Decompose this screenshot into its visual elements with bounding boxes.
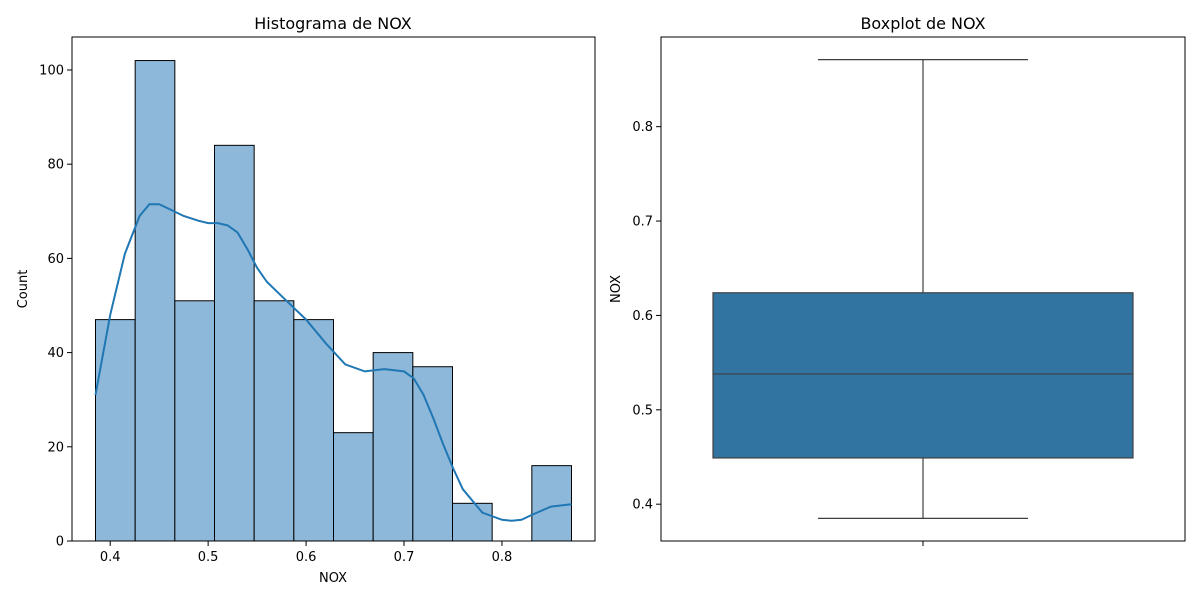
x-tick-label: 0.7 bbox=[394, 550, 415, 565]
y-tick-label: 40 bbox=[47, 346, 64, 361]
y-tick-label: 20 bbox=[47, 440, 64, 455]
kde-line bbox=[94, 203, 572, 522]
y-tick-label: 60 bbox=[47, 252, 64, 267]
histogram-title: Histograma de NOX bbox=[254, 14, 412, 33]
histogram-bar bbox=[214, 144, 255, 542]
histogram-bar bbox=[174, 300, 216, 542]
histogram-bar bbox=[333, 432, 374, 542]
histogram-y-label: Count bbox=[16, 270, 31, 309]
y-tick-label: 0.4 bbox=[632, 498, 653, 513]
x-tick-label: 0.4 bbox=[100, 550, 121, 565]
y-tick-label: 0.5 bbox=[632, 403, 653, 418]
histogram-bar bbox=[412, 366, 453, 542]
histogram-x-ticks: 0.4 0.5 0.6 0.7 0.8 bbox=[100, 541, 512, 565]
histogram-bar bbox=[531, 465, 572, 542]
histogram-bar bbox=[134, 60, 176, 542]
boxplot-y-ticks: 0.4 0.5 0.6 0.7 0.8 bbox=[632, 120, 661, 513]
histogram-bar bbox=[95, 319, 136, 542]
y-tick-label: 0 bbox=[56, 535, 64, 550]
x-tick-label: 0.6 bbox=[296, 550, 317, 565]
boxplot-panel: Boxplot de NOX 0.4 0.5 0.6 0.7 0.8 NOX bbox=[609, 14, 1186, 546]
x-tick-label: 0.5 bbox=[198, 550, 219, 565]
y-tick-label: 80 bbox=[47, 158, 64, 173]
histogram-y-ticks: 0 20 40 60 80 100 bbox=[39, 63, 72, 550]
histogram-bars bbox=[95, 60, 572, 542]
y-tick-label: 0.8 bbox=[632, 120, 653, 135]
histogram-x-label: NOX bbox=[319, 571, 347, 586]
boxplot-title: Boxplot de NOX bbox=[860, 14, 985, 33]
boxplot-marks bbox=[712, 59, 1134, 519]
histogram-bar bbox=[451, 502, 493, 542]
histogram-bar bbox=[253, 300, 295, 542]
y-tick-label: 100 bbox=[39, 63, 64, 78]
y-tick-label: 0.7 bbox=[632, 215, 653, 230]
iqr-box bbox=[712, 292, 1134, 459]
boxplot-y-label: NOX bbox=[609, 275, 624, 303]
histogram-bar bbox=[293, 319, 334, 542]
histogram-frame bbox=[71, 36, 596, 542]
histogram-panel: Histograma de NOX 0.4 0.5 0.6 0.7 0.8 0 20 40 6… bbox=[16, 14, 596, 586]
y-tick-label: 0.6 bbox=[632, 309, 653, 324]
histogram-bar bbox=[372, 352, 414, 542]
x-tick-label: 0.8 bbox=[492, 550, 513, 565]
